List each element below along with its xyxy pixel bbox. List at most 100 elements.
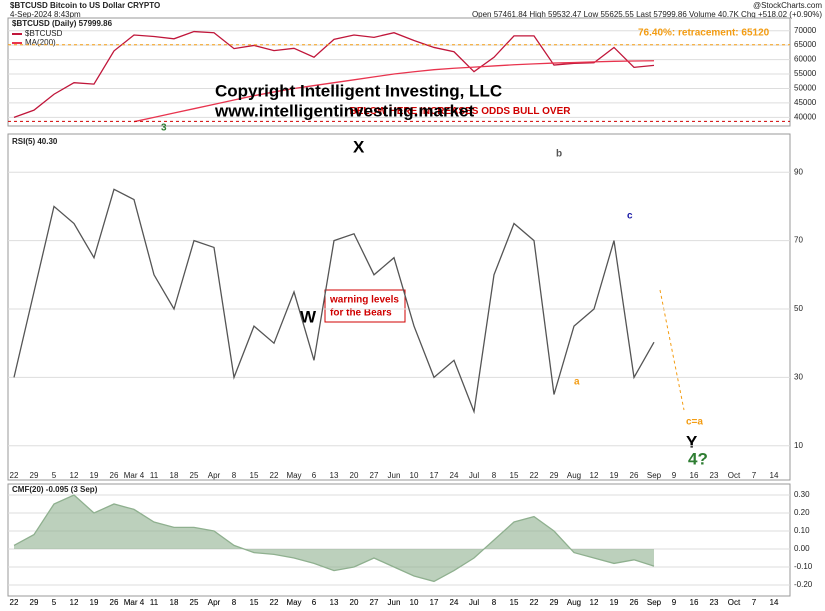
x-tick-label: 17 <box>430 598 439 607</box>
x-tick-label: 11 <box>150 598 159 607</box>
x-tick-label: 8 <box>492 598 497 607</box>
x-tick-label: 10 <box>410 598 419 607</box>
x-tick-label: Apr <box>208 598 221 607</box>
x-tick-label: 15 <box>510 598 519 607</box>
annotation: www.intelligentinvesting.market <box>214 101 474 120</box>
x-tick-label: Mar 4 <box>124 471 145 480</box>
x-tick-label: 19 <box>610 471 619 480</box>
panel-title: $BTCUSD (Daily) 57999.86 <box>12 19 113 28</box>
x-tick-label: 26 <box>110 471 119 480</box>
x-tick-label: 11 <box>150 471 159 480</box>
price-panel <box>7 133 791 481</box>
area-fill <box>14 495 654 582</box>
x-tick-label: 8 <box>492 598 497 607</box>
x-tick-label: 10 <box>410 598 419 607</box>
x-tick-label: Apr <box>208 471 221 480</box>
x-tick-label: 18 <box>170 598 179 607</box>
x-tick-label: 20 <box>350 598 359 607</box>
x-tick-label: 23 <box>710 471 719 480</box>
x-tick-label: 8 <box>232 598 237 607</box>
x-tick-label: 7 <box>752 598 757 607</box>
y-tick-label: 50 <box>794 304 803 313</box>
x-tick-label: 24 <box>450 471 459 480</box>
x-tick-label: 22 <box>270 471 279 480</box>
x-tick-label: 8 <box>492 471 497 480</box>
x-tick-label: 16 <box>690 598 699 607</box>
x-tick-label: 26 <box>630 598 639 607</box>
cmf-panel <box>7 483 791 597</box>
x-tick-label: 6 <box>312 598 317 607</box>
source: @StockCharts.com <box>753 1 822 10</box>
x-tick-label: May <box>286 471 301 480</box>
x-tick-label: 6 <box>312 471 317 480</box>
series-line <box>13 30 655 118</box>
annotation: b <box>556 149 562 160</box>
x-tick-label: Mar 4 <box>124 598 145 607</box>
symbol: $BTCUSD Bitcoin to US Dollar CRYPTO <box>10 1 160 10</box>
legend-label: MA(200) <box>25 38 56 47</box>
y-tick-label: 10 <box>794 441 803 450</box>
reference-label: 76.40%: retracement: 65120 <box>638 27 770 38</box>
x-tick-label: Jul <box>469 471 479 480</box>
x-tick-label: 19 <box>610 598 619 607</box>
x-tick-label: 16 <box>690 598 699 607</box>
x-tick-label: Mar 4 <box>124 598 145 607</box>
x-tick-label: 26 <box>630 598 639 607</box>
panel-title: CMF(20) -0.095 (3 Sep) <box>12 485 98 494</box>
annotation: Copyright Intelligent Investing, LLC <box>215 81 502 100</box>
x-tick-label: 9 <box>672 598 677 607</box>
x-tick-label: Apr <box>208 598 221 607</box>
x-tick-label: 29 <box>30 598 39 607</box>
x-tick-label: 22 <box>530 471 539 480</box>
x-tick-label: 22 <box>530 598 539 607</box>
rsi-line <box>13 188 655 415</box>
annotation: W <box>300 307 317 326</box>
rsi-panel <box>7 17 791 127</box>
x-tick-label: 15 <box>250 471 259 480</box>
y-tick-label: 55000 <box>794 69 817 78</box>
y-tick-label: 50000 <box>794 84 817 93</box>
x-tick-label: 9 <box>672 471 677 480</box>
x-tick-label: 24 <box>450 598 459 607</box>
x-tick-label: 26 <box>630 471 639 480</box>
x-tick-label: 17 <box>430 471 439 480</box>
y-tick-label: 0.30 <box>794 490 810 499</box>
x-tick-label: 29 <box>30 471 39 480</box>
x-tick-label: Jun <box>388 598 401 607</box>
x-tick-label: Sep <box>647 471 662 480</box>
x-tick-label: 24 <box>450 598 459 607</box>
x-tick-label: Jun <box>388 598 401 607</box>
x-tick-label: 15 <box>510 598 519 607</box>
x-tick-label: Aug <box>567 598 581 607</box>
x-tick-label: 29 <box>550 598 559 607</box>
x-tick-label: 22 <box>270 598 279 607</box>
x-tick-label: Aug <box>567 471 581 480</box>
x-tick-label: Sep <box>647 598 662 607</box>
y-tick-label: 45000 <box>794 98 817 107</box>
x-tick-label: 12 <box>590 598 599 607</box>
x-tick-label: 22 <box>270 598 279 607</box>
x-tick-label: Jul <box>469 598 479 607</box>
y-tick-label: 0.00 <box>794 544 810 553</box>
x-tick-label: 29 <box>550 471 559 480</box>
x-tick-label: 9 <box>672 598 677 607</box>
x-tick-label: 29 <box>30 598 39 607</box>
x-tick-label: 12 <box>590 471 599 480</box>
projection-arrow <box>659 289 685 411</box>
x-tick-label: 27 <box>370 471 379 480</box>
x-tick-label: Oct <box>728 471 741 480</box>
date: 4-Sep-2024 8:43pm <box>10 10 81 19</box>
x-tick-label: 5 <box>52 598 57 607</box>
x-tick-label: 27 <box>370 598 379 607</box>
x-tick-label: 26 <box>110 598 119 607</box>
x-tick-label: 14 <box>770 598 779 607</box>
x-tick-label: 23 <box>710 598 719 607</box>
x-tick-label: 22 <box>10 471 19 480</box>
y-tick-label: 90 <box>794 167 803 176</box>
x-tick-label: 8 <box>232 598 237 607</box>
x-tick-label: 5 <box>52 598 57 607</box>
x-tick-label: 19 <box>90 471 99 480</box>
annotation: a <box>574 377 580 388</box>
x-tick-label: 11 <box>150 598 159 607</box>
y-tick-label: -0.10 <box>794 562 813 571</box>
